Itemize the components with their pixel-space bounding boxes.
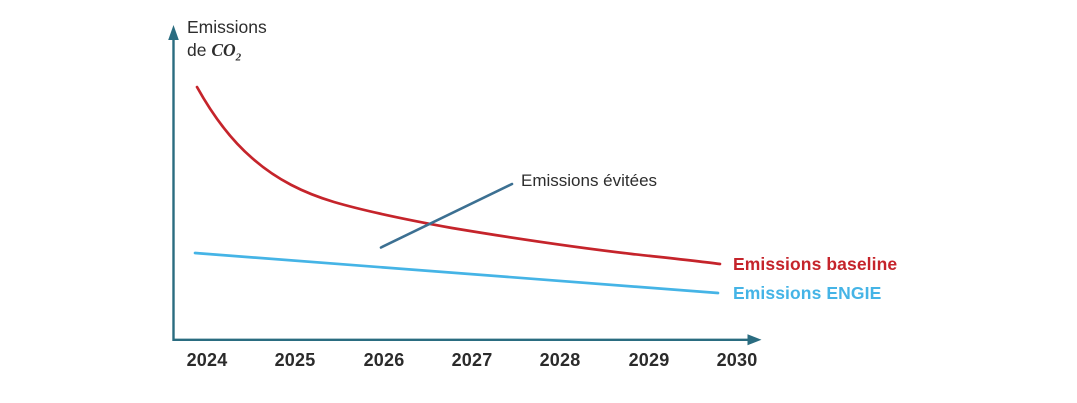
x-tick-2029: 2029 [628,350,670,370]
engie-series-label: Emissions ENGIE [733,283,882,303]
axis-lines [172,31,755,341]
x-tick-2028: 2028 [539,350,581,370]
co2-formula: CO2 [211,40,242,64]
engie-series-line [193,251,720,295]
x-tick-2030: 2030 [716,350,758,370]
x-axis-arrow-icon [747,334,762,346]
y-axis-title-line1: Emissions [187,17,267,37]
avoided-emissions-callout-line [379,182,514,249]
baseline-series-label: Emissions baseline [733,254,898,274]
y-axis-title-line2: de CO2 [187,39,267,70]
x-tick-2025: 2025 [274,350,316,370]
y-axis-title-prefix: de [187,40,207,60]
y-axis-title: Emissions de CO2 [187,16,267,70]
x-tick-2026: 2026 [363,350,405,370]
x-tick-2027: 2027 [451,350,493,370]
x-tick-2024: 2024 [186,350,228,370]
avoided-emissions-annotation: Emissions évitées [521,171,658,190]
baseline-series-line [195,85,722,266]
y-axis-arrow-icon [168,25,179,40]
